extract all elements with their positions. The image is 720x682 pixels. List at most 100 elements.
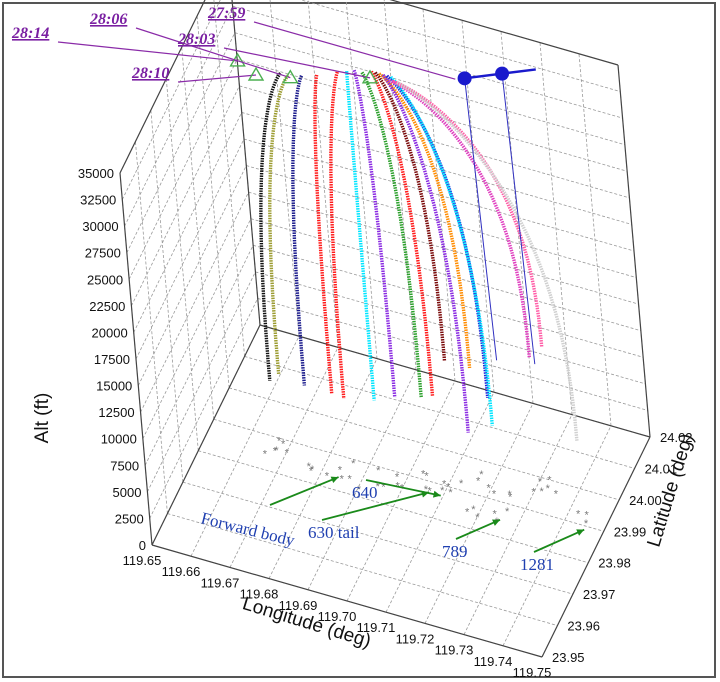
floor-gridline xyxy=(463,414,573,635)
side-wall-gridline xyxy=(131,85,240,307)
trajectory-series xyxy=(344,70,376,401)
breakup-marker xyxy=(361,69,379,84)
ground-impact-marker: * xyxy=(487,482,492,494)
side-wall-gridline xyxy=(144,245,254,466)
debris-arrow xyxy=(533,528,585,553)
ground-impact-marker: * xyxy=(309,465,314,477)
breakup-marker xyxy=(247,66,265,81)
drop-line xyxy=(501,73,536,365)
side-wall-gridline xyxy=(137,165,247,386)
ground-impact-marker: * xyxy=(307,461,312,473)
debris-piece-label: 789 xyxy=(442,542,468,561)
y-axis-title: Latitude (deg) xyxy=(644,431,698,549)
ground-impact-marker: * xyxy=(475,512,480,524)
z-tick-label: 10000 xyxy=(101,432,137,447)
back-wall-gridline xyxy=(383,0,417,370)
trajectory-series xyxy=(396,81,579,441)
trajectory-series xyxy=(373,71,447,362)
floor-gridline xyxy=(346,380,456,602)
ground-impact-marker: * xyxy=(340,473,345,485)
trajectory-series xyxy=(381,73,470,433)
axis-edge xyxy=(389,0,619,66)
back-wall-gridline xyxy=(248,191,639,305)
trajectory-series xyxy=(268,74,290,375)
ground-impact-marker: * xyxy=(338,465,343,477)
ground-impact-marker: * xyxy=(348,473,353,485)
trajectory-series xyxy=(389,75,494,426)
back-wall-gridline xyxy=(241,112,632,225)
z-tick-label: 17500 xyxy=(94,352,130,367)
ground-impact-marker: * xyxy=(274,445,279,457)
ground-impact-marker: * xyxy=(508,491,513,503)
y-tick-label: 23.99 xyxy=(614,524,647,539)
x-tick-label: 119.74 xyxy=(474,654,513,669)
back-wall-gridline xyxy=(239,85,630,199)
x-tick-label: 119.69 xyxy=(279,598,318,613)
ground-impact-marker: * xyxy=(539,486,544,498)
y-tick-label: 23.98 xyxy=(598,556,631,571)
back-wall-gridline xyxy=(539,42,573,415)
side-wall-gridline xyxy=(133,112,243,333)
ground-impact-marker: * xyxy=(376,481,381,493)
floor-gridline xyxy=(213,418,604,532)
ground-impact-marker: * xyxy=(310,464,315,476)
axes-box xyxy=(119,0,651,658)
z-tick-label: 20000 xyxy=(92,325,128,340)
axis-edge xyxy=(151,544,543,658)
ground-impact-marker: * xyxy=(446,482,451,494)
ground-impact-marker: * xyxy=(325,470,330,482)
z-tick-label: 12500 xyxy=(98,405,134,420)
ground-impact-marker: * xyxy=(424,470,429,482)
z-tick-label: 27500 xyxy=(85,246,121,261)
trajectory-series xyxy=(369,70,435,397)
time-annotation-leader xyxy=(57,41,238,62)
ground-impact-marker: * xyxy=(546,483,551,495)
floor-gridline xyxy=(424,403,534,624)
trajectory-series xyxy=(291,75,307,386)
tick-labels: 0 2500 5000 7500 10000 12500 15000 17500 20000 22… xyxy=(78,166,693,680)
axis-edge xyxy=(231,0,261,326)
side-wall-gridline xyxy=(124,5,233,227)
time-annotation-leader xyxy=(177,74,257,83)
back-wall-gridline xyxy=(234,32,625,146)
z-tick-label: 22500 xyxy=(89,299,125,314)
z-axis-title: Alt (ft) xyxy=(32,393,53,444)
x-tick-label: 119.65 xyxy=(123,553,162,568)
time-annotation-leader xyxy=(223,47,371,79)
debris-arrow xyxy=(321,491,430,521)
axis-edge xyxy=(541,436,651,658)
ground-impact-marker: * xyxy=(554,488,559,500)
back-wall-gridline xyxy=(255,271,646,385)
z-tick-label: 30000 xyxy=(82,219,118,234)
trajectory-series xyxy=(329,71,346,399)
side-wall-gridline xyxy=(128,59,238,280)
ground-impact-marker: * xyxy=(471,504,476,516)
axis-edge xyxy=(151,324,261,546)
ground-impact-marker: * xyxy=(376,465,381,477)
trajectory-series xyxy=(313,74,334,394)
x-tick-label: 119.67 xyxy=(201,575,240,590)
floor-gridline xyxy=(229,387,620,501)
ground-impact-marker: * xyxy=(576,509,581,521)
axis-edge xyxy=(119,172,153,546)
side-wall-gridline xyxy=(140,191,249,413)
floor-gridline xyxy=(182,481,573,595)
ground-impact-marker: * xyxy=(448,487,453,499)
drop-line xyxy=(464,78,498,361)
ground-impact-marker: * xyxy=(351,458,356,470)
side-wall-gridline xyxy=(231,0,261,326)
time-annotation-label: 28:06 xyxy=(89,11,127,28)
debris-piece-label: Forward body xyxy=(199,508,297,550)
floor-gridline xyxy=(198,450,589,564)
ground-impact-marker: * xyxy=(584,509,589,521)
side-wall-gridline xyxy=(149,298,259,519)
x-tick-label: 119.71 xyxy=(357,620,396,635)
back-wall-gridline xyxy=(231,0,261,326)
x-tick-label: 119.68 xyxy=(240,587,279,602)
ground-impact-marker: * xyxy=(285,448,290,460)
floor-gridline xyxy=(229,347,339,568)
y-tick-label: 24.02 xyxy=(660,430,693,445)
side-wall-gridline xyxy=(126,32,236,253)
ground-impact-marker: * xyxy=(357,484,362,496)
